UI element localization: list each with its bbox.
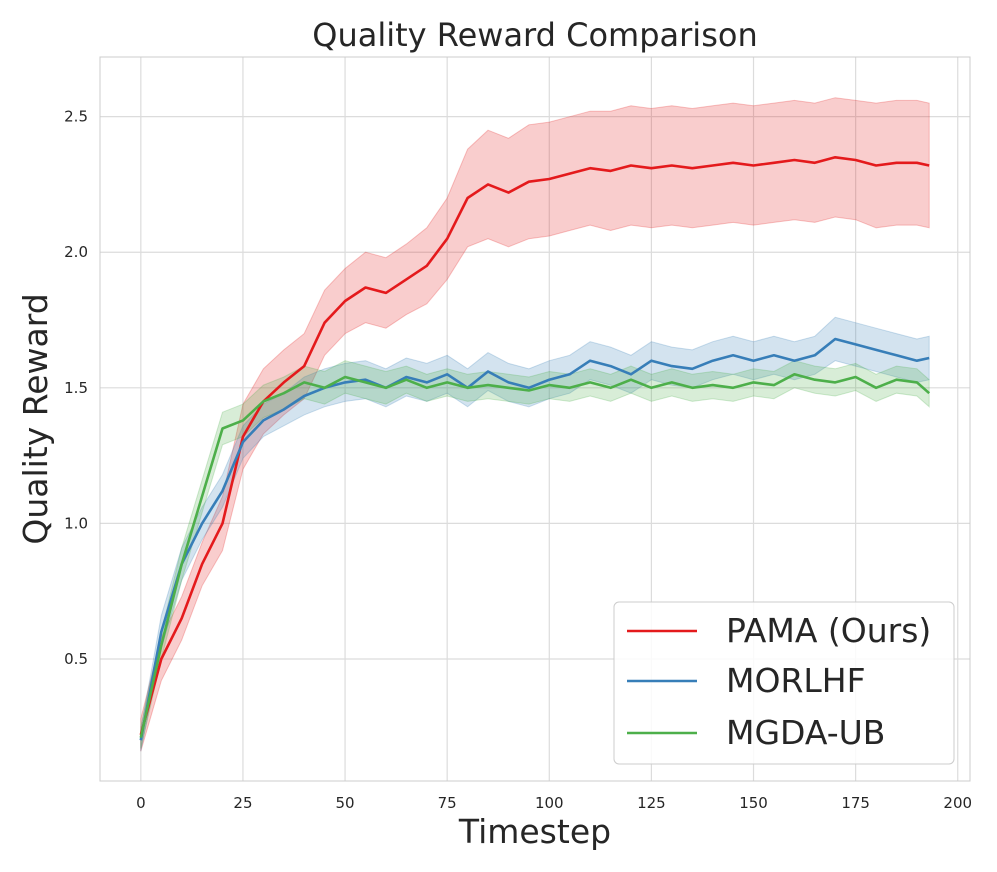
legend-box xyxy=(613,601,955,765)
plot-frame xyxy=(99,56,971,782)
y-tick-label: 1.0 xyxy=(64,514,88,532)
legend-label-morlhf: MORLHF xyxy=(726,661,866,700)
band-morlhf xyxy=(140,316,930,752)
band-pama-ours xyxy=(140,97,930,752)
x-tick-label: 75 xyxy=(438,794,457,812)
confidence-bands xyxy=(140,97,930,752)
x-tick-label: 0 xyxy=(136,794,146,812)
x-tick-label: 100 xyxy=(535,794,564,812)
y-axis-label: Quality Reward xyxy=(16,293,55,544)
line-mgda-ub xyxy=(139,373,931,738)
line-pama-ours xyxy=(139,156,930,736)
series-lines xyxy=(139,156,931,741)
x-axis-label: Timestep xyxy=(458,812,611,851)
y-tick-label: 2.5 xyxy=(64,108,88,126)
y-tick-label: 2.0 xyxy=(64,243,88,261)
y-tick-label: 0.5 xyxy=(64,650,88,668)
x-tick-label: 175 xyxy=(841,794,870,812)
band-mgda-ub xyxy=(140,360,930,749)
x-axis-ticks: 0 25 50 75 100 125 150 175 200 xyxy=(136,794,972,812)
legend: PAMA (Ours) MORLHF MGDA-UB xyxy=(613,601,955,765)
x-tick-label: 50 xyxy=(336,794,355,812)
y-tick-label: 1.5 xyxy=(64,379,88,397)
line-morlhf xyxy=(139,337,930,741)
y-axis-ticks: 0.5 1.0 1.5 2.0 2.5 xyxy=(64,108,88,668)
x-tick-label: 150 xyxy=(739,794,768,812)
legend-label-mgda-ub: MGDA-UB xyxy=(726,713,885,752)
x-tick-label: 25 xyxy=(233,794,252,812)
grid-lines xyxy=(100,57,970,781)
x-tick-label: 125 xyxy=(637,794,666,812)
x-tick-label: 200 xyxy=(943,794,972,812)
chart-title: Quality Reward Comparison xyxy=(312,16,757,54)
legend-label-pama: PAMA (Ours) xyxy=(726,611,931,650)
